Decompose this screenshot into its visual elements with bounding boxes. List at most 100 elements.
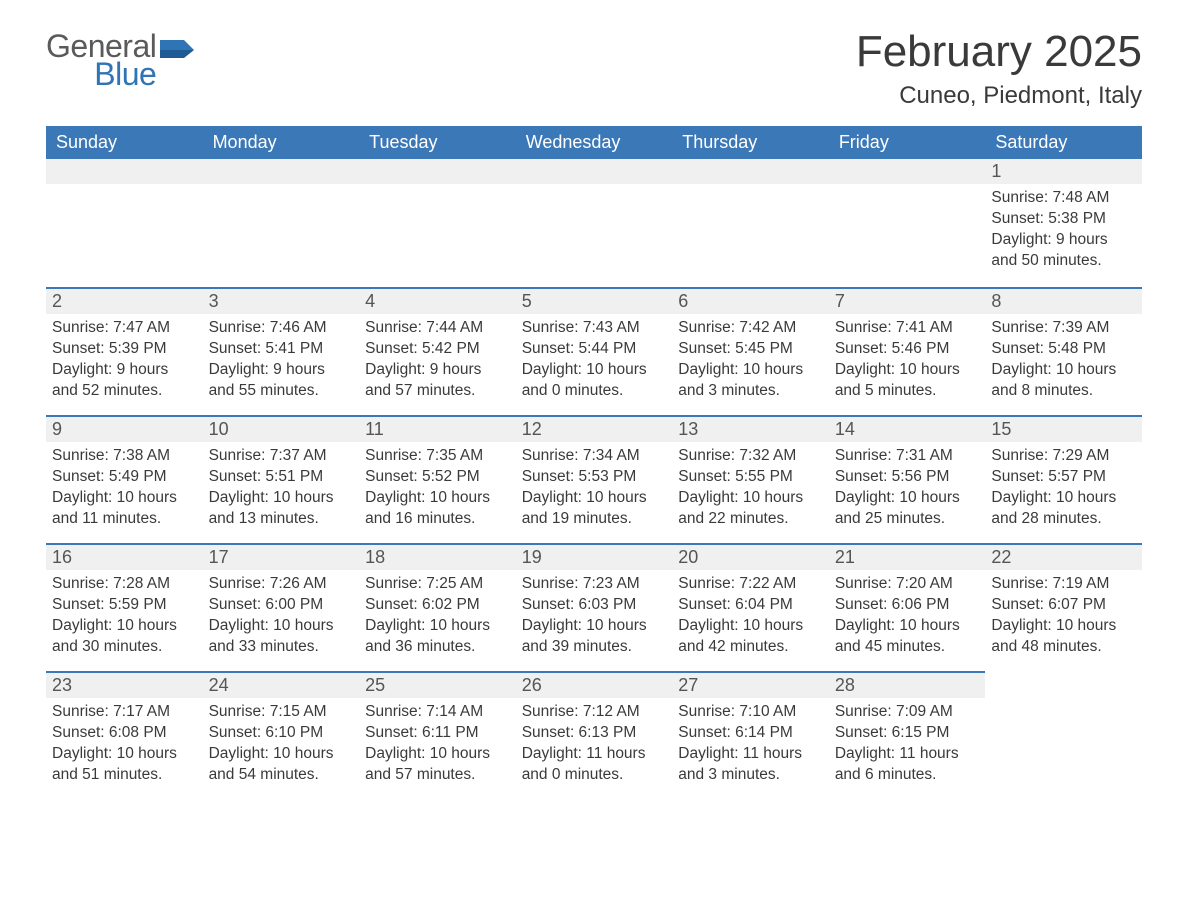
- calendar-day-cell: 5Sunrise: 7:43 AMSunset: 5:44 PMDaylight…: [516, 287, 673, 415]
- calendar-day-cell: 3Sunrise: 7:46 AMSunset: 5:41 PMDaylight…: [203, 287, 360, 415]
- day-number: 1: [985, 159, 1142, 184]
- sunrise-line: Sunrise: 7:41 AM: [835, 318, 980, 339]
- sunrise-line: Sunrise: 7:19 AM: [991, 574, 1136, 595]
- calendar-table: SundayMondayTuesdayWednesdayThursdayFrid…: [46, 126, 1142, 799]
- calendar-day-cell: 18Sunrise: 7:25 AMSunset: 6:02 PMDayligh…: [359, 543, 516, 671]
- day-details: Sunrise: 7:10 AMSunset: 6:14 PMDaylight:…: [672, 698, 829, 792]
- day-details: Sunrise: 7:26 AMSunset: 6:00 PMDaylight:…: [203, 570, 360, 664]
- day-details: Sunrise: 7:37 AMSunset: 5:51 PMDaylight:…: [203, 442, 360, 536]
- empty-day-strip: [203, 159, 360, 184]
- daylight-line: Daylight: 10 hours and 22 minutes.: [678, 488, 823, 530]
- sunset-line: Sunset: 5:59 PM: [52, 595, 197, 616]
- day-details: Sunrise: 7:44 AMSunset: 5:42 PMDaylight:…: [359, 314, 516, 408]
- day-number: 27: [672, 671, 829, 698]
- day-details: Sunrise: 7:39 AMSunset: 5:48 PMDaylight:…: [985, 314, 1142, 408]
- daylight-line: Daylight: 10 hours and 28 minutes.: [991, 488, 1136, 530]
- sunset-line: Sunset: 5:55 PM: [678, 467, 823, 488]
- daylight-line: Daylight: 10 hours and 54 minutes.: [209, 744, 354, 786]
- sunrise-line: Sunrise: 7:25 AM: [365, 574, 510, 595]
- sunrise-line: Sunrise: 7:44 AM: [365, 318, 510, 339]
- weekday-header: Wednesday: [516, 126, 673, 159]
- daylight-line: Daylight: 10 hours and 0 minutes.: [522, 360, 667, 402]
- header: General Blue February 2025 Cuneo, Piedmo…: [46, 30, 1142, 120]
- sunrise-line: Sunrise: 7:37 AM: [209, 446, 354, 467]
- daylight-line: Daylight: 10 hours and 36 minutes.: [365, 616, 510, 658]
- calendar-day-cell: 2Sunrise: 7:47 AMSunset: 5:39 PMDaylight…: [46, 287, 203, 415]
- sunrise-line: Sunrise: 7:42 AM: [678, 318, 823, 339]
- day-number: 17: [203, 543, 360, 570]
- day-number: 9: [46, 415, 203, 442]
- day-details: Sunrise: 7:17 AMSunset: 6:08 PMDaylight:…: [46, 698, 203, 792]
- day-details: Sunrise: 7:23 AMSunset: 6:03 PMDaylight:…: [516, 570, 673, 664]
- sunrise-line: Sunrise: 7:20 AM: [835, 574, 980, 595]
- day-number: 18: [359, 543, 516, 570]
- sunrise-line: Sunrise: 7:14 AM: [365, 702, 510, 723]
- daylight-line: Daylight: 9 hours and 55 minutes.: [209, 360, 354, 402]
- daylight-line: Daylight: 9 hours and 52 minutes.: [52, 360, 197, 402]
- weekday-header: Saturday: [985, 126, 1142, 159]
- calendar-day-cell: 11Sunrise: 7:35 AMSunset: 5:52 PMDayligh…: [359, 415, 516, 543]
- day-details: Sunrise: 7:20 AMSunset: 6:06 PMDaylight:…: [829, 570, 986, 664]
- day-details: Sunrise: 7:28 AMSunset: 5:59 PMDaylight:…: [46, 570, 203, 664]
- day-number: 16: [46, 543, 203, 570]
- day-details: Sunrise: 7:47 AMSunset: 5:39 PMDaylight:…: [46, 314, 203, 408]
- weekday-header-row: SundayMondayTuesdayWednesdayThursdayFrid…: [46, 126, 1142, 159]
- daylight-line: Daylight: 10 hours and 51 minutes.: [52, 744, 197, 786]
- calendar-week-row: 16Sunrise: 7:28 AMSunset: 5:59 PMDayligh…: [46, 543, 1142, 671]
- calendar-day-cell: 10Sunrise: 7:37 AMSunset: 5:51 PMDayligh…: [203, 415, 360, 543]
- day-details: Sunrise: 7:43 AMSunset: 5:44 PMDaylight:…: [516, 314, 673, 408]
- day-details: Sunrise: 7:38 AMSunset: 5:49 PMDaylight:…: [46, 442, 203, 536]
- day-details: Sunrise: 7:32 AMSunset: 5:55 PMDaylight:…: [672, 442, 829, 536]
- calendar-day-cell: 9Sunrise: 7:38 AMSunset: 5:49 PMDaylight…: [46, 415, 203, 543]
- calendar-day-cell: 28Sunrise: 7:09 AMSunset: 6:15 PMDayligh…: [829, 671, 986, 799]
- calendar-week-row: 23Sunrise: 7:17 AMSunset: 6:08 PMDayligh…: [46, 671, 1142, 799]
- calendar-week-row: 2Sunrise: 7:47 AMSunset: 5:39 PMDaylight…: [46, 287, 1142, 415]
- calendar-day-cell: 25Sunrise: 7:14 AMSunset: 6:11 PMDayligh…: [359, 671, 516, 799]
- sunset-line: Sunset: 6:11 PM: [365, 723, 510, 744]
- daylight-line: Daylight: 9 hours and 50 minutes.: [991, 230, 1136, 272]
- calendar-day-cell: 6Sunrise: 7:42 AMSunset: 5:45 PMDaylight…: [672, 287, 829, 415]
- sunrise-line: Sunrise: 7:29 AM: [991, 446, 1136, 467]
- day-number: 26: [516, 671, 673, 698]
- calendar-day-cell: 27Sunrise: 7:10 AMSunset: 6:14 PMDayligh…: [672, 671, 829, 799]
- day-details: Sunrise: 7:31 AMSunset: 5:56 PMDaylight:…: [829, 442, 986, 536]
- day-details: Sunrise: 7:25 AMSunset: 6:02 PMDaylight:…: [359, 570, 516, 664]
- sunset-line: Sunset: 5:38 PM: [991, 209, 1136, 230]
- calendar-day-cell: 24Sunrise: 7:15 AMSunset: 6:10 PMDayligh…: [203, 671, 360, 799]
- day-details: Sunrise: 7:14 AMSunset: 6:11 PMDaylight:…: [359, 698, 516, 792]
- calendar-week-row: 1Sunrise: 7:48 AMSunset: 5:38 PMDaylight…: [46, 159, 1142, 287]
- day-number: 23: [46, 671, 203, 698]
- calendar-empty-cell: [359, 159, 516, 287]
- sunset-line: Sunset: 5:53 PM: [522, 467, 667, 488]
- day-details: Sunrise: 7:48 AMSunset: 5:38 PMDaylight:…: [985, 184, 1142, 278]
- daylight-line: Daylight: 11 hours and 6 minutes.: [835, 744, 980, 786]
- daylight-line: Daylight: 10 hours and 5 minutes.: [835, 360, 980, 402]
- weekday-header: Sunday: [46, 126, 203, 159]
- sunset-line: Sunset: 6:07 PM: [991, 595, 1136, 616]
- sunset-line: Sunset: 6:13 PM: [522, 723, 667, 744]
- daylight-line: Daylight: 9 hours and 57 minutes.: [365, 360, 510, 402]
- day-details: Sunrise: 7:12 AMSunset: 6:13 PMDaylight:…: [516, 698, 673, 792]
- weekday-header: Tuesday: [359, 126, 516, 159]
- empty-day-strip: [672, 159, 829, 184]
- day-number: 24: [203, 671, 360, 698]
- day-number: 12: [516, 415, 673, 442]
- calendar-empty-cell: [985, 671, 1142, 799]
- calendar-empty-cell: [672, 159, 829, 287]
- empty-day-strip: [516, 159, 673, 184]
- sunset-line: Sunset: 6:15 PM: [835, 723, 980, 744]
- daylight-line: Daylight: 11 hours and 3 minutes.: [678, 744, 823, 786]
- calendar-day-cell: 1Sunrise: 7:48 AMSunset: 5:38 PMDaylight…: [985, 159, 1142, 287]
- daylight-line: Daylight: 10 hours and 57 minutes.: [365, 744, 510, 786]
- sunrise-line: Sunrise: 7:28 AM: [52, 574, 197, 595]
- day-number: 21: [829, 543, 986, 570]
- sunrise-line: Sunrise: 7:32 AM: [678, 446, 823, 467]
- sunset-line: Sunset: 5:44 PM: [522, 339, 667, 360]
- sunrise-line: Sunrise: 7:26 AM: [209, 574, 354, 595]
- daylight-line: Daylight: 10 hours and 33 minutes.: [209, 616, 354, 658]
- calendar-day-cell: 4Sunrise: 7:44 AMSunset: 5:42 PMDaylight…: [359, 287, 516, 415]
- sunset-line: Sunset: 5:56 PM: [835, 467, 980, 488]
- day-details: Sunrise: 7:34 AMSunset: 5:53 PMDaylight:…: [516, 442, 673, 536]
- day-number: 20: [672, 543, 829, 570]
- day-number: 3: [203, 287, 360, 314]
